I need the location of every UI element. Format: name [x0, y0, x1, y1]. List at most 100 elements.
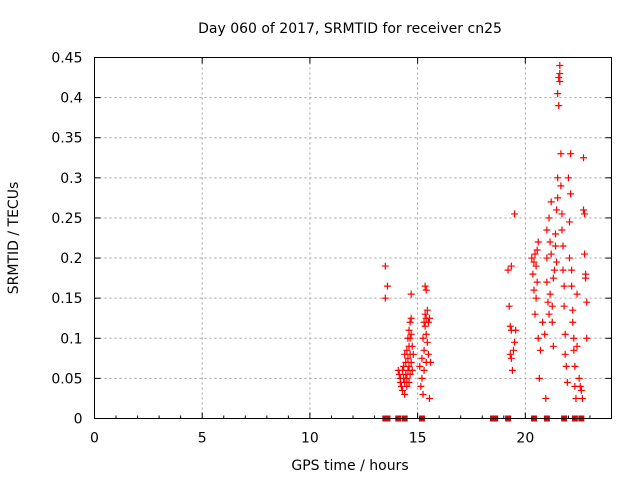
- data-point: [579, 154, 587, 162]
- data-point: [533, 246, 541, 254]
- data-point: [582, 274, 590, 282]
- data-point: [425, 394, 433, 402]
- data-point: [427, 358, 435, 366]
- data-point: [554, 90, 562, 98]
- data-point: [581, 210, 589, 218]
- y-tick-label: 0.05: [51, 371, 82, 387]
- data-point: [530, 258, 538, 266]
- data-point: [399, 386, 407, 394]
- data-point: [535, 374, 543, 382]
- data-point: [558, 226, 566, 234]
- data-point: [381, 294, 389, 302]
- data-point: [408, 342, 416, 350]
- data-point: [570, 346, 578, 354]
- data-point: [573, 342, 581, 350]
- x-tick-label: 15: [409, 431, 427, 447]
- data-point: [531, 250, 539, 258]
- data-point: [546, 238, 554, 246]
- data-point: [418, 354, 426, 362]
- data-point: [563, 378, 571, 386]
- data-point: [407, 358, 415, 366]
- data-point: [557, 150, 565, 158]
- data-point: [543, 226, 551, 234]
- data-point: [575, 374, 583, 382]
- data-point: [530, 286, 538, 294]
- data-point: [420, 346, 428, 354]
- data-point: [549, 274, 557, 282]
- data-point: [567, 150, 575, 158]
- y-tick-label: 0.15: [51, 291, 82, 307]
- data-point: [507, 262, 515, 270]
- data-point: [554, 174, 562, 182]
- x-axis-label: GPS time / hours: [291, 458, 408, 474]
- data-point: [576, 382, 584, 390]
- data-point: [571, 362, 579, 370]
- data-point: [577, 386, 585, 394]
- data-point: [421, 282, 429, 290]
- data-point: [417, 382, 425, 390]
- data-point: [556, 78, 564, 86]
- data-point: [547, 250, 555, 258]
- data-point: [528, 254, 536, 262]
- data-point: [542, 394, 550, 402]
- data-point: [404, 354, 412, 362]
- x-tick-label: 20: [516, 431, 534, 447]
- data-point: [409, 350, 417, 358]
- data-point: [536, 346, 544, 354]
- data-point: [405, 378, 413, 386]
- data-point: [506, 322, 514, 330]
- data-point: [531, 310, 539, 318]
- data-point: [511, 210, 519, 218]
- data-point: [533, 278, 541, 286]
- plot-frame: [94, 57, 612, 419]
- y-tick-label: 0.3: [60, 171, 82, 187]
- data-point: [401, 390, 409, 398]
- data-point: [423, 306, 431, 314]
- data-point: [548, 302, 556, 310]
- data-point: [418, 374, 426, 382]
- data-point: [505, 302, 513, 310]
- data-point: [407, 314, 415, 322]
- data-point: [556, 70, 564, 78]
- data-point: [562, 362, 570, 370]
- data-point: [546, 290, 554, 298]
- data-point: [405, 362, 413, 370]
- y-axis-label: SRMTID / TECUs: [6, 182, 22, 295]
- data-point: [419, 390, 427, 398]
- y-tick-label: 0.25: [51, 211, 82, 227]
- data-point: [551, 242, 559, 250]
- x-tick-label: 5: [198, 431, 207, 447]
- data-point: [383, 282, 391, 290]
- data-point: [423, 338, 431, 346]
- data-point: [406, 370, 414, 378]
- data-point: [556, 62, 564, 70]
- data-point: [422, 330, 430, 338]
- data-point: [561, 350, 569, 358]
- y-tick-label: 0.35: [51, 131, 82, 147]
- chart-title: Day 060 of 2017, SRMTID for receiver cn2…: [198, 21, 502, 37]
- data-point: [534, 238, 542, 246]
- y-tick-label: 0.4: [60, 91, 82, 107]
- data-point: [555, 74, 563, 82]
- data-point: [424, 350, 432, 358]
- data-point: [561, 330, 569, 338]
- data-point: [406, 334, 414, 342]
- data-point: [557, 182, 565, 190]
- data-point: [541, 330, 549, 338]
- data-point: [570, 334, 578, 342]
- data-point: [543, 254, 551, 262]
- axis-ticks: 0 0.05 0.1 0.15 0.2 0.25 0.3 0.35 0.4 0.45 0 5 10 15 2…: [51, 51, 612, 447]
- data-point: [381, 262, 389, 270]
- data-point: [565, 254, 573, 262]
- data-point: [568, 282, 576, 290]
- data-point: [403, 346, 411, 354]
- data-point: [407, 330, 415, 338]
- data-point: [403, 374, 411, 382]
- data-point: [425, 314, 433, 322]
- data-point: [553, 206, 561, 214]
- data-point: [550, 266, 558, 274]
- y-tick-label: 0: [74, 412, 83, 428]
- data-point: [545, 310, 553, 318]
- data-point: [509, 346, 517, 354]
